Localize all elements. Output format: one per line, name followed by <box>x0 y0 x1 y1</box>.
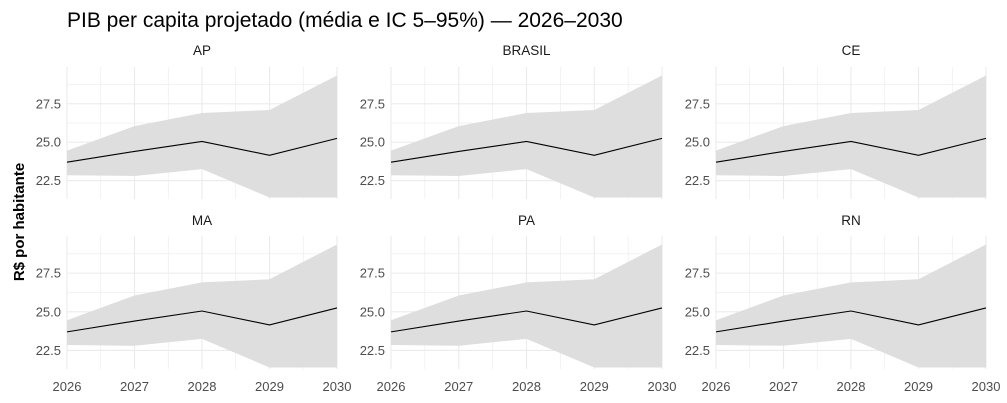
confidence-band <box>67 75 337 198</box>
x-tick-label: 2028 <box>188 379 217 394</box>
y-tick-label: 25.0 <box>36 135 61 150</box>
facet-label: BRASIL <box>502 43 551 58</box>
facet-label: RN <box>841 213 861 228</box>
x-tick-label: 2030 <box>323 379 352 394</box>
x-tick-label: 2029 <box>580 379 609 394</box>
facet-panel-ap: AP 22.5 25.0 27.5 <box>36 43 338 199</box>
confidence-band <box>716 75 986 198</box>
facet-panel-brasil: BRASIL 22.5 25.0 27.5 <box>360 43 663 199</box>
y-tick-label: 22.5 <box>36 343 61 358</box>
facet-label: AP <box>193 43 211 58</box>
confidence-band <box>391 75 662 198</box>
y-tick-label: 27.5 <box>685 96 710 111</box>
x-tick-label: 2029 <box>904 379 933 394</box>
x-tick-label: 2030 <box>972 379 1001 394</box>
x-tick-label: 2030 <box>648 379 677 394</box>
y-tick-label: 25.0 <box>685 135 710 150</box>
y-tick-label: 27.5 <box>360 96 385 111</box>
x-tick-label: 2028 <box>837 379 866 394</box>
y-tick-label: 22.5 <box>360 343 385 358</box>
mean-line <box>390 137 663 163</box>
x-tick-label: 2027 <box>120 379 149 394</box>
facet-panel-ma: MA 22.5 25.0 27.5 2026 2027 2028 2029 2030 <box>36 213 352 394</box>
y-axis-label: R$ por habitante <box>11 163 28 281</box>
x-tick-label: 2026 <box>53 379 82 394</box>
y-tick-label: 27.5 <box>36 96 61 111</box>
facet-panel-ce: CE 22.5 25.0 27.5 <box>685 43 987 199</box>
x-tick-label: 2027 <box>444 379 473 394</box>
x-tick-label: 2028 <box>512 379 541 394</box>
mean-line <box>715 307 987 333</box>
y-tick-label: 22.5 <box>685 343 710 358</box>
x-tick-label: 2026 <box>702 379 731 394</box>
x-tick-label: 2027 <box>769 379 798 394</box>
facet-panel-pa: PA 22.5 25.0 27.5 2026 2027 2028 2029 2030 <box>360 213 677 394</box>
y-tick-label: 25.0 <box>36 304 61 319</box>
y-tick-label: 27.5 <box>36 266 61 281</box>
chart-title: PIB per capita projetado (média e IC 5–9… <box>67 9 623 32</box>
y-tick-label: 22.5 <box>685 173 710 188</box>
x-tick-label: 2026 <box>377 379 406 394</box>
facet-panels: AP 22.5 25.0 27.5 BRASIL 22.5 25.0 27.5 CE 22.5 25… <box>36 43 1001 394</box>
y-tick-label: 27.5 <box>685 266 710 281</box>
facet-label: PA <box>518 213 535 228</box>
facet-label: CE <box>842 43 861 58</box>
y-tick-label: 27.5 <box>360 266 385 281</box>
facet-panel-rn: RN 22.5 25.0 27.5 2026 2027 2028 2029 2030 <box>685 213 1001 394</box>
mean-line <box>390 307 663 333</box>
confidence-band <box>67 244 337 368</box>
y-tick-label: 25.0 <box>685 304 710 319</box>
y-tick-label: 22.5 <box>36 173 61 188</box>
confidence-band <box>716 244 986 368</box>
confidence-band <box>391 244 662 368</box>
y-tick-label: 22.5 <box>360 173 385 188</box>
mean-line <box>66 307 338 333</box>
mean-line <box>66 137 338 163</box>
mean-line <box>715 137 987 163</box>
facet-label: MA <box>192 213 212 228</box>
y-tick-label: 25.0 <box>360 304 385 319</box>
y-tick-label: 25.0 <box>360 135 385 150</box>
x-tick-label: 2029 <box>255 379 284 394</box>
